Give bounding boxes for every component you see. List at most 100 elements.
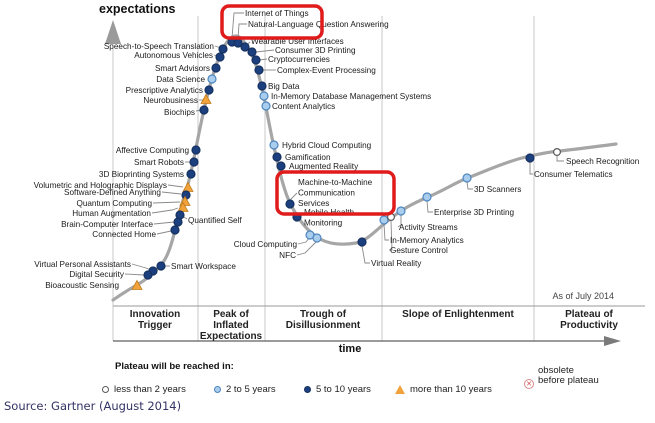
legend-heading: Plateau will be reached in:: [115, 361, 234, 372]
label-activity-streams: Activity Streams: [399, 223, 458, 232]
label-bioacoustic-sensing: Bioacoustic Sensing: [45, 281, 119, 290]
point-smart-robots: [189, 157, 199, 167]
source-credit: Source: Gartner (August 2014): [4, 399, 182, 413]
dark-blue-circle-icon: [304, 385, 311, 393]
point-hybrid-cloud-computing: [269, 140, 279, 150]
point-enterprise-3d-printing: [422, 192, 432, 202]
label-cloud-computing: Cloud Computing: [234, 240, 298, 249]
label-machine-to-machine-communication-services: Services: [298, 199, 329, 208]
time-axis-arrow-icon: [604, 336, 621, 346]
legend-item-2-to-5-years: 2 to 5 years: [214, 383, 276, 395]
point-bioacoustic-sensing: [131, 279, 143, 290]
point-big-data: [257, 81, 267, 91]
point-digital-security: [143, 270, 153, 280]
point-3d-scanners: [462, 173, 472, 183]
x-axis-label: time: [338, 343, 362, 355]
label-complex-event-processing: Complex-Event Processing: [277, 66, 376, 75]
label-3d-bioprinting-systems: 3D Bioprinting Systems: [99, 170, 184, 179]
label-neurobusiness: Neurobusiness: [143, 96, 198, 105]
label-hybrid-cloud-computing: Hybrid Cloud Computing: [282, 141, 372, 150]
label-affective-computing: Affective Computing: [116, 146, 190, 155]
point-smart-advisors: [211, 63, 221, 73]
label-smart-advisors: Smart Advisors: [155, 64, 210, 73]
legend-item-5-to-10-years: 5 to 10 years: [304, 383, 371, 395]
point-complex-event-processing: [254, 65, 264, 75]
point-smart-workspace: [156, 261, 166, 271]
label-machine-to-machine-communication-services: Communication: [298, 188, 355, 197]
orange-triangle-icon: [395, 384, 405, 394]
leader-enterprise-3d-printing: [426, 200, 433, 213]
leader-digital-security: [124, 273, 145, 276]
leader-gesture-control: [389, 220, 393, 251]
label-quantified-self: Quantified Self: [188, 216, 242, 225]
label-mobile-health-monitoring: Monitoring: [304, 218, 343, 227]
leader-natural-language-question-answering: [237, 23, 247, 40]
point-machine-to-machine-communication-services: [285, 199, 295, 209]
phase-peak-of-inflated-expectations: Peak of Inflated Expectations: [199, 309, 263, 342]
label-human-augmentation: Human Augmentation: [72, 209, 151, 218]
label-in-memory-database-management-systems: In-Memory Database Management Systems: [271, 92, 431, 101]
label-smart-workspace: Smart Workspace: [171, 262, 236, 271]
crossed-circle-icon: ✕: [524, 379, 534, 389]
label-quantum-computing: Quantum Computing: [76, 199, 152, 208]
point-nfc: [312, 233, 322, 243]
phase-innovation-trigger: Innovation Trigger: [129, 309, 181, 331]
as-of-date: As of July 2014: [552, 291, 614, 301]
legend-label: less than 2 years: [114, 383, 186, 395]
highlight-box-1: [220, 4, 324, 40]
label-consumer-telematics: Consumer Telematics: [534, 170, 613, 179]
label-big-data: Big Data: [268, 82, 300, 91]
label-consumer-3d-printing: Consumer 3D Printing: [275, 46, 356, 55]
phase-trough-of-disillusionment: Trough of Disillusionment: [285, 309, 361, 331]
point-affective-computing: [191, 145, 201, 155]
leader-human-augmentation: [151, 207, 179, 214]
point-human-augmentation: [177, 201, 189, 212]
legend-item-less-than-2-years: less than 2 years: [102, 383, 186, 395]
phase-slope-of-enlightenment: Slope of Enlightenment: [402, 309, 514, 320]
leader-connected-home: [156, 230, 172, 235]
point-consumer-3d-printing: [247, 47, 257, 57]
light-blue-circle-icon: [214, 385, 221, 393]
point-content-analytics: [261, 101, 271, 111]
label-in-memory-analytics: In-Memory Analytics: [390, 236, 464, 245]
label-content-analytics: Content Analytics: [272, 102, 335, 111]
point-volumetric-and-holographic-displays: [182, 181, 194, 192]
label-data-science: Data Science: [156, 75, 205, 84]
legend-label: more than 10 years: [410, 383, 492, 395]
point-brain-computer-interface: [173, 217, 183, 227]
label-volumetric-and-holographic-displays: Volumetric and Holographic Displays: [34, 181, 167, 190]
point-data-science: [207, 74, 217, 84]
point-speech-to-speech-translation: [218, 44, 228, 54]
point-activity-streams: [396, 206, 406, 216]
point-wearable-user-interfaces: [240, 42, 250, 52]
phase-plateau-of-productivity: Plateau of Productivity: [560, 309, 618, 331]
point-biochips: [199, 105, 209, 115]
point-consumer-telematics: [525, 153, 535, 163]
label-augmented-reality: Augmented Reality: [289, 162, 359, 171]
point-autonomous-vehicles: [215, 52, 225, 62]
leader-virtual-personal-assistants: [131, 263, 152, 271]
leader-nfc: [296, 241, 317, 256]
point-gamification: [272, 152, 282, 162]
leader-speech-recognition: [556, 156, 564, 162]
point-speech-recognition: [552, 148, 561, 157]
leader-brain-computer-interface: [153, 221, 175, 225]
label-natural-language-question-answering: Natural-Language Question Answering: [248, 20, 389, 29]
label-virtual-reality: Virtual Reality: [371, 259, 422, 268]
legend-label: 2 to 5 years: [226, 383, 276, 395]
leader-quantum-computing: [152, 201, 181, 204]
label-connected-home: Connected Home: [92, 230, 156, 239]
label-prescriptive-analytics: Prescriptive Analytics: [126, 86, 203, 95]
point-neurobusiness: [200, 93, 212, 104]
leader-consumer-3d-printing: [255, 49, 275, 53]
point-in-memory-database-management-systems: [259, 91, 269, 101]
y-axis-label: expectations: [99, 2, 176, 16]
label-enterprise-3d-printing: Enterprise 3D Printing: [434, 208, 515, 217]
point-in-memory-analytics: [379, 215, 389, 225]
leader-cloud-computing: [297, 237, 310, 245]
leader-consumer-telematics: [529, 162, 533, 175]
label-gesture-control: Gesture Control: [390, 246, 448, 255]
label-speech-to-speech-translation: Speech-to-Speech Translation: [104, 42, 215, 51]
label-virtual-personal-assistants: Virtual Personal Assistants: [34, 260, 131, 269]
